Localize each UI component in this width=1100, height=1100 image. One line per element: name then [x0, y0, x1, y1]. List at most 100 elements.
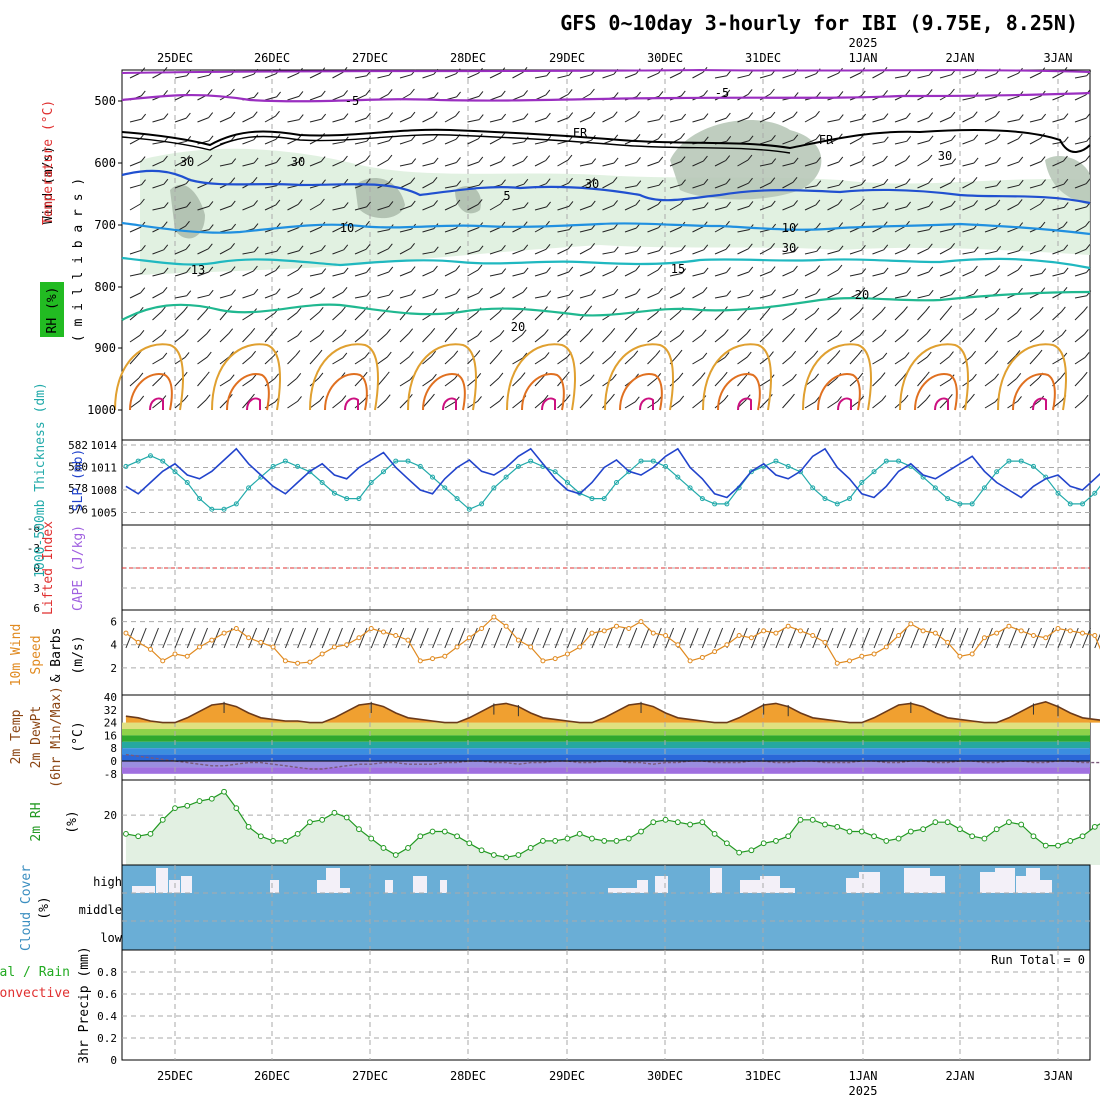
cloud-clear-segment — [385, 880, 393, 893]
rh2m-point — [858, 828, 865, 835]
wind10m-point — [650, 630, 656, 636]
thickness-point — [847, 496, 853, 502]
wind10m-point — [834, 660, 840, 666]
wind-barb-flag — [658, 287, 663, 294]
wind-barb-flag — [477, 330, 483, 337]
ylabel-temp2m: 2m Temp — [9, 709, 24, 764]
wind-barb-flag — [1041, 113, 1047, 120]
rh2m-series — [123, 788, 1100, 865]
wind-barb-flag — [860, 198, 865, 205]
precip-tick-label: 0.4 — [97, 1010, 117, 1023]
wind-barb-flag — [928, 289, 934, 296]
wind-barb-flag — [253, 288, 259, 295]
rh2m-point — [601, 838, 608, 844]
wind-barb-flag — [633, 350, 639, 357]
wind-barb-flag — [321, 268, 327, 274]
wind-barb-flag — [318, 372, 324, 379]
contour-label: 10 — [340, 221, 354, 235]
wind-barb-flag — [546, 267, 551, 273]
wind-barb — [872, 206, 885, 211]
top-date-label: 1JAN — [849, 51, 878, 65]
wind-barb — [287, 377, 298, 387]
bottom-date-label: 29DEC — [549, 1069, 585, 1083]
wind-barb-flag — [431, 350, 437, 357]
wind-barb-flag — [612, 176, 618, 183]
wind-barb-flag — [613, 288, 619, 295]
wind-barb-flag — [500, 198, 505, 205]
wind-barb — [399, 182, 412, 189]
wind-barb — [872, 291, 884, 299]
wind10m-barb — [1094, 633, 1100, 649]
wind-barb — [624, 332, 634, 343]
wind-barb-flag — [206, 328, 211, 335]
wind-barb-flag — [1041, 244, 1046, 251]
wind-barb — [557, 117, 569, 123]
wind-barb-flag — [927, 154, 933, 161]
wind-barb-flag — [231, 134, 236, 141]
thickness-point — [981, 485, 987, 491]
wind-barb-flag — [477, 396, 482, 402]
wind-barb — [759, 116, 772, 123]
thickness-point — [552, 469, 558, 475]
wind-barb — [1029, 249, 1042, 255]
rh2m-point — [932, 819, 939, 826]
wind-barb — [557, 294, 570, 299]
wind-barb — [1052, 357, 1064, 365]
top-date-label: 3JAN — [1044, 51, 1073, 65]
wind10m-point — [736, 632, 742, 638]
wind-barb — [1029, 95, 1042, 101]
wind-barb — [1029, 137, 1041, 145]
wind-barb — [782, 162, 795, 167]
wind-barb — [287, 119, 300, 123]
wind-barb-flag — [500, 156, 506, 162]
wind-barb-flag — [433, 265, 438, 272]
wind-barb-flag — [433, 157, 439, 164]
wind-barb-flag — [545, 89, 551, 96]
wind-barb — [579, 116, 592, 123]
wind10m-barb — [517, 627, 527, 649]
wind-barb — [377, 310, 386, 321]
wind-barb-flag — [319, 395, 325, 402]
wind-barb — [399, 116, 412, 123]
wind-barb-flag — [748, 112, 754, 118]
wind-barb — [962, 270, 974, 277]
wind10m-barb — [444, 627, 454, 649]
wind10m-point — [945, 639, 951, 645]
temp-color-band — [122, 761, 1090, 768]
wind-barb — [557, 271, 569, 277]
wind-barb — [444, 378, 455, 387]
wind-barb — [984, 204, 997, 211]
wind-barb — [354, 117, 367, 123]
wind-barb — [242, 270, 254, 277]
wind10m-barb — [714, 627, 724, 649]
wind-barb — [219, 163, 232, 167]
ylabel-cloud: Cloud Cover — [19, 865, 34, 951]
wind-barb-flag — [816, 91, 821, 98]
wind-barb — [669, 311, 680, 321]
wind-barb — [512, 291, 524, 299]
wind10m-barb — [689, 627, 699, 649]
wind-barb — [692, 160, 704, 167]
wind-barb-flag — [162, 286, 168, 293]
wind10m-barb — [432, 627, 442, 649]
wind-barb-flag — [815, 222, 821, 229]
ylabel-rh2m: 2m RH — [29, 802, 44, 841]
wind-barb — [197, 117, 209, 123]
thickness-point — [221, 506, 227, 512]
wind-barb — [939, 182, 952, 189]
wind-barb-flag — [927, 243, 933, 250]
wind-barb-flag — [836, 307, 842, 314]
wind-barb — [309, 137, 321, 145]
wind-barb — [354, 376, 364, 387]
ylabel-wind10m-barbs: & Barbs — [49, 628, 64, 683]
wind-barb — [737, 74, 750, 79]
wind-barb — [647, 72, 659, 79]
wind-barb — [692, 400, 703, 409]
temp2m-tick-label: 24 — [104, 717, 118, 730]
wind-barb-flag — [231, 289, 236, 296]
wind-barb — [579, 247, 591, 255]
wind-barb — [467, 312, 478, 321]
wind-barb — [174, 334, 185, 343]
wind10m-barb — [395, 627, 405, 649]
ylabel-precip-convective: Convective — [0, 986, 70, 1001]
